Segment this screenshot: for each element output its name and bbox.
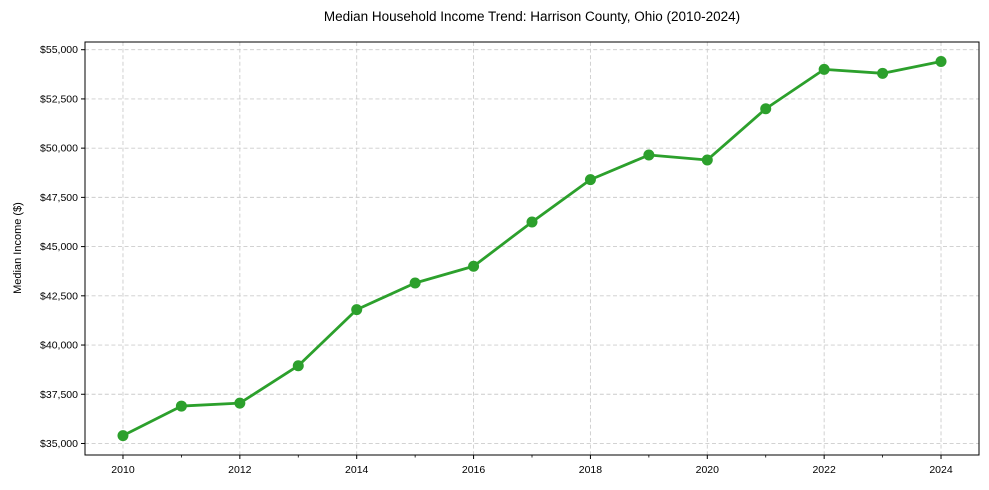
x-tick-label: 2014: [345, 464, 369, 476]
data-point: [351, 304, 363, 316]
data-point: [818, 63, 830, 75]
x-tick-label: 2018: [579, 464, 603, 476]
x-tick-label: 2022: [812, 464, 836, 476]
chart-title: Median Household Income Trend: Harrison …: [323, 9, 741, 24]
y-tick-label: $35,000: [40, 438, 78, 450]
y-tick-label: $42,500: [40, 290, 78, 302]
data-point: [643, 149, 655, 161]
data-line: [121, 60, 943, 438]
y-tick-label: $50,000: [40, 143, 78, 155]
data-point: [877, 67, 889, 79]
y-tick-label: $37,500: [40, 389, 78, 401]
data-point: [292, 360, 304, 372]
y-tick-label: $55,000: [40, 44, 78, 56]
data-point: [935, 56, 947, 68]
x-tick-label: 2012: [228, 464, 252, 476]
data-point: [584, 174, 596, 186]
x-tick-label: 2016: [462, 464, 486, 476]
data-point: [701, 154, 713, 166]
data-point: [409, 277, 421, 289]
y-tick-label: $52,500: [40, 93, 78, 105]
x-tick-label: 2020: [696, 464, 720, 476]
data-point: [468, 260, 480, 272]
data-point: [526, 216, 538, 228]
data-point: [234, 397, 246, 409]
data-point: [760, 103, 772, 115]
y-tick-label: $47,500: [40, 192, 78, 204]
y-tick-label: $45,000: [40, 241, 78, 253]
plot-border: [84, 41, 980, 456]
y-tick-label: $40,000: [40, 340, 78, 352]
data-point: [175, 400, 187, 412]
y-axis-label: Median Income ($): [12, 202, 24, 294]
data-point: [117, 430, 129, 442]
x-tick-label: 2010: [111, 464, 135, 476]
x-tick-label: 2024: [929, 464, 953, 476]
